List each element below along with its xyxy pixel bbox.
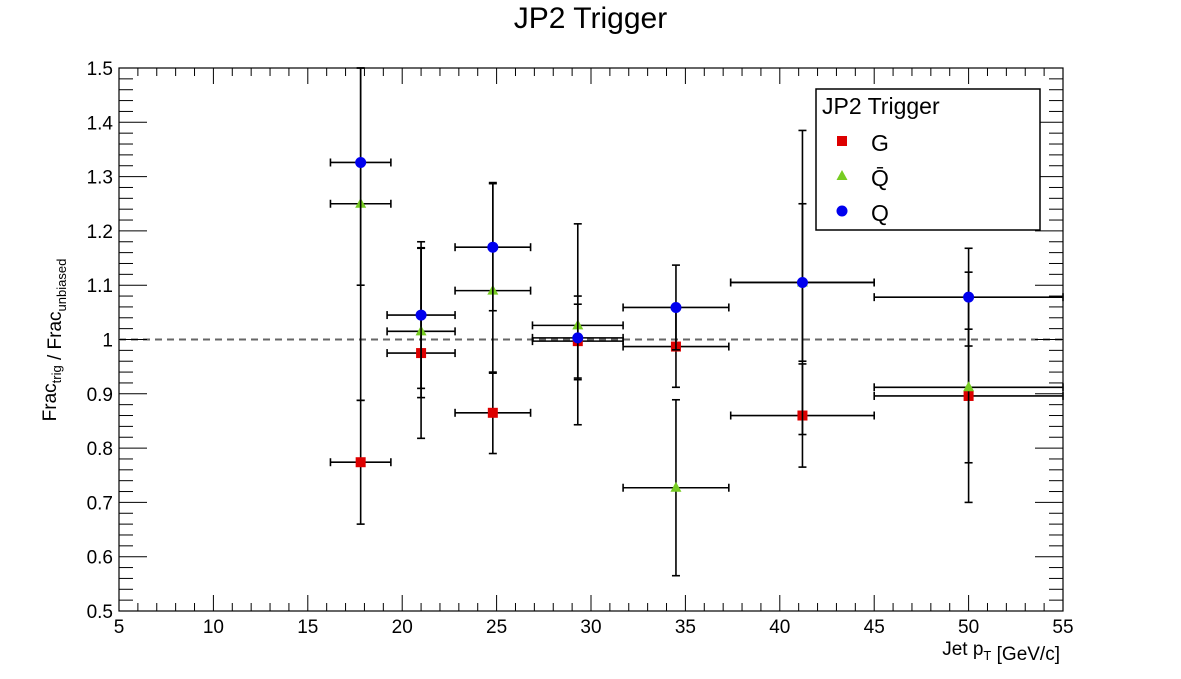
y-tick-label: 1: [102, 331, 113, 352]
legend-box: [815, 88, 1041, 231]
y-tick-label: 1.2: [87, 222, 113, 243]
legend-marker: [836, 205, 848, 217]
data-series: [329, 67, 1064, 577]
data-point: [963, 291, 975, 303]
data-point: [796, 276, 808, 288]
y-tick-label: 0.8: [87, 439, 113, 460]
label-part: trig: [49, 365, 64, 383]
data-point: [487, 241, 499, 253]
chart-title: JP2 Trigger: [513, 2, 668, 35]
axis-ticks: 5 10 15 20 25 30 35 40 45 50 55 0.5 0.6 0.7 0.8 0.9 1 1.1…: [87, 59, 1074, 638]
y-tick-label: 0.5: [87, 602, 113, 623]
data-point: [670, 481, 682, 492]
legend-title: JP2 Trigger: [822, 93, 940, 119]
data-point: [355, 156, 367, 168]
legend-marker: [837, 136, 847, 146]
legend-entry-label: G: [871, 130, 889, 156]
x-tick-label: 45: [864, 617, 885, 638]
y-tick-label: 0.6: [87, 548, 113, 569]
label-part: [GeV/c]: [991, 644, 1060, 665]
x-tick-label: 40: [769, 617, 790, 638]
data-point: [670, 301, 682, 313]
data-point: [355, 457, 366, 468]
x-tick-label: 50: [958, 617, 979, 638]
y-tick-label: 1.3: [87, 168, 113, 189]
series-2: [329, 67, 1064, 436]
x-tick-label: 15: [297, 617, 318, 638]
data-point: [963, 381, 975, 392]
x-tick-label: 5: [114, 617, 125, 638]
legend: JP2 Trigger G Q̄ Q: [815, 88, 1041, 231]
y-tick-label: 1.4: [87, 113, 114, 134]
label-part: unbiased: [54, 259, 69, 312]
data-point: [487, 407, 498, 418]
legend-marker: [836, 170, 848, 180]
x-tick-label: 35: [675, 617, 696, 638]
legend-entry-label: Q̄: [871, 165, 889, 191]
x-tick-label: 30: [580, 617, 601, 638]
x-tick-label: 20: [392, 617, 413, 638]
data-point: [572, 332, 584, 344]
y-tick-label: 0.7: [87, 493, 113, 514]
label-part: Jet p: [942, 639, 983, 660]
series-0: [329, 247, 1064, 525]
x-axis-label: Jet pT [GeV/c]: [942, 639, 1060, 665]
x-tick-label: 10: [203, 617, 224, 638]
x-tick-label: 25: [486, 617, 507, 638]
y-tick-label: 0.9: [87, 385, 113, 406]
label-part: T: [983, 648, 991, 663]
legend-entry-label: Q: [871, 200, 889, 226]
y-tick-label: 1.5: [87, 59, 113, 80]
label-part: / Frac: [45, 311, 66, 365]
label-part: Frac: [40, 383, 61, 421]
x-tick-label: 55: [1052, 617, 1073, 638]
y-axis-label: Fractrig / Fracunbiased: [40, 259, 69, 422]
y-tick-label: 1.1: [87, 276, 113, 297]
data-point: [415, 309, 427, 321]
